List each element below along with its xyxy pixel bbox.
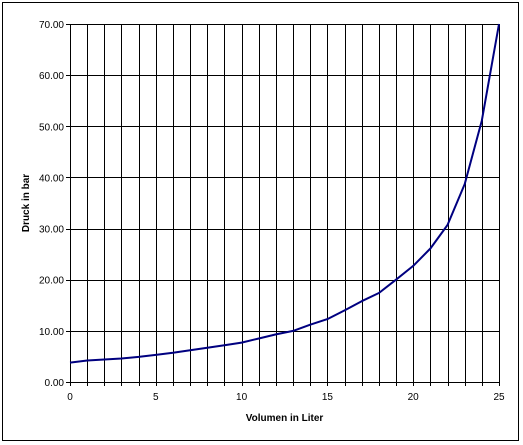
- x-tick-label: 10: [236, 392, 248, 403]
- plot-area-border: [70, 24, 500, 383]
- y-tick-label: 30.00: [39, 225, 64, 236]
- x-tick-label: 5: [153, 392, 159, 403]
- y-tick-label: 70.00: [39, 20, 64, 31]
- y-tick-label: 40.00: [39, 173, 64, 184]
- grid-lines: [66, 24, 500, 386]
- x-tick-label: 15: [322, 392, 334, 403]
- y-tick-label: 60.00: [39, 71, 64, 82]
- y-tick-label: 0.00: [45, 378, 65, 389]
- y-tick-label: 10.00: [39, 327, 64, 338]
- x-tick-label: 20: [408, 392, 420, 403]
- series-line: [69, 23, 500, 364]
- y-tick-label: 50.00: [39, 122, 64, 133]
- tick-labels: 0 5 10 15 20 25 0.00 10.00 20.00 30.00 40.00 50.00 6…: [39, 20, 505, 403]
- x-axis-title: Volumen in Liter: [246, 413, 324, 424]
- x-tick-label: 25: [493, 392, 505, 403]
- y-axis-title: Druck in bar: [21, 174, 32, 232]
- x-tick-label: 0: [67, 392, 73, 403]
- y-tick-label: 20.00: [39, 276, 64, 287]
